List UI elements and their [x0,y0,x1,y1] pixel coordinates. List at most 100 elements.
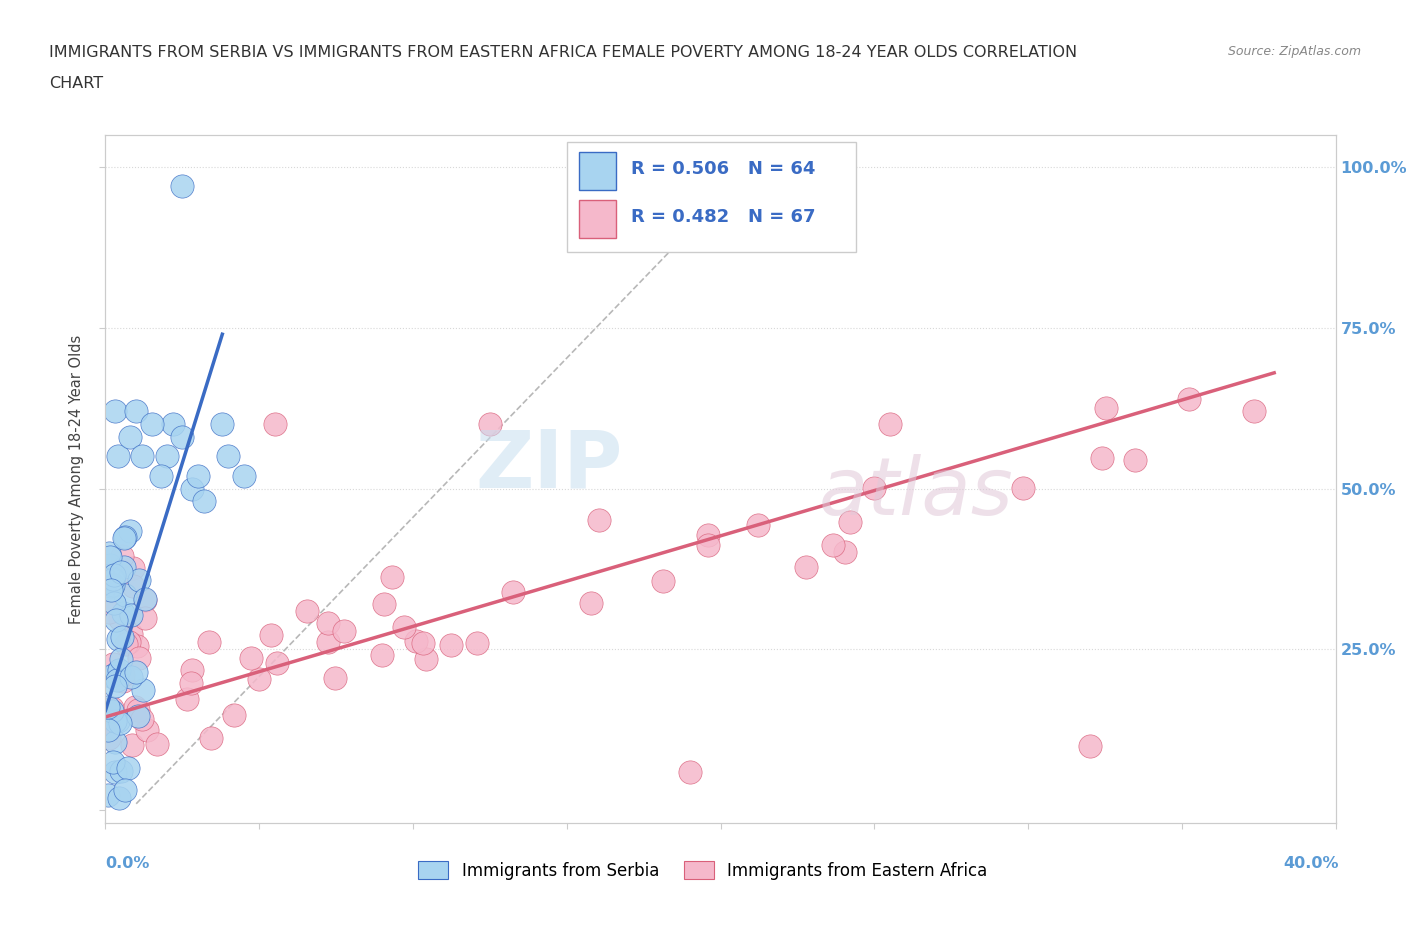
Point [412,635,434,650]
Point [1078,738,1101,753]
Point [146,737,169,751]
Point [193,494,215,509]
Point [112,673,135,688]
Point [120,430,141,445]
Point [100,669,122,684]
Point [134,610,156,625]
Point [107,791,129,806]
Text: R = 0.482   N = 67: R = 0.482 N = 67 [631,207,815,226]
Point [581,595,603,610]
Point [108,662,131,677]
Point [316,616,339,631]
Point [135,723,157,737]
Point [117,760,139,775]
Point [97,723,120,737]
Point [110,652,132,667]
Point [121,737,143,752]
Point [370,648,392,663]
Point [101,657,124,671]
Point [502,585,524,600]
FancyBboxPatch shape [579,200,616,238]
Point [263,417,285,432]
Point [697,528,720,543]
Point [149,469,172,484]
Point [1177,392,1199,406]
Point [104,713,127,728]
Point [465,635,488,650]
Point [100,582,122,597]
Point [104,679,127,694]
Point [180,676,202,691]
Point [118,634,141,649]
Point [373,597,395,612]
Point [104,666,127,681]
Point [1091,450,1114,465]
Point [181,663,204,678]
Point [110,764,132,778]
Point [1243,404,1265,418]
Point [108,716,131,731]
Point [125,404,148,418]
Point [120,607,142,622]
Point [131,449,153,464]
Point [111,549,134,564]
Point [127,702,149,717]
Point [297,604,319,619]
Point [107,449,129,464]
Point [112,531,135,546]
Legend: Immigrants from Serbia, Immigrants from Eastern Africa: Immigrants from Serbia, Immigrants from … [412,855,994,886]
Point [97,788,120,803]
Point [98,557,121,572]
Point [180,481,202,496]
Point [112,668,135,683]
Point [132,683,155,698]
Point [134,592,156,607]
Point [128,572,150,587]
Point [101,755,124,770]
Point [103,571,125,586]
Point [101,578,124,592]
Point [747,518,769,533]
Point [127,709,149,724]
Point [834,545,856,560]
Point [260,628,283,643]
Point [333,624,356,639]
Point [128,650,150,665]
Point [101,703,124,718]
Point [100,700,122,715]
Point [107,631,129,646]
Point [247,671,270,686]
Point [125,665,148,680]
Point [105,673,128,688]
Point [1095,401,1118,416]
Point [211,417,233,432]
Point [224,708,246,723]
Point [172,430,194,445]
Text: R = 0.506   N = 64: R = 0.506 N = 64 [631,160,815,178]
Text: CHART: CHART [49,76,103,91]
Point [97,722,120,737]
Point [239,650,262,665]
Point [652,573,675,588]
Point [114,783,136,798]
Point [97,720,120,735]
Point [588,512,610,527]
Point [318,635,340,650]
Point [134,592,156,607]
Point [107,713,129,728]
Point [104,612,127,627]
Point [325,671,347,685]
FancyBboxPatch shape [579,153,616,190]
Point [197,634,219,649]
Point [103,567,125,582]
Text: 0.0%: 0.0% [105,856,150,870]
Point [97,731,120,746]
Point [97,699,120,714]
Point [394,619,416,634]
Point [172,179,194,193]
Point [104,735,127,750]
Point [115,637,138,652]
Point [697,538,720,552]
Point [156,449,179,464]
Point [232,469,254,484]
